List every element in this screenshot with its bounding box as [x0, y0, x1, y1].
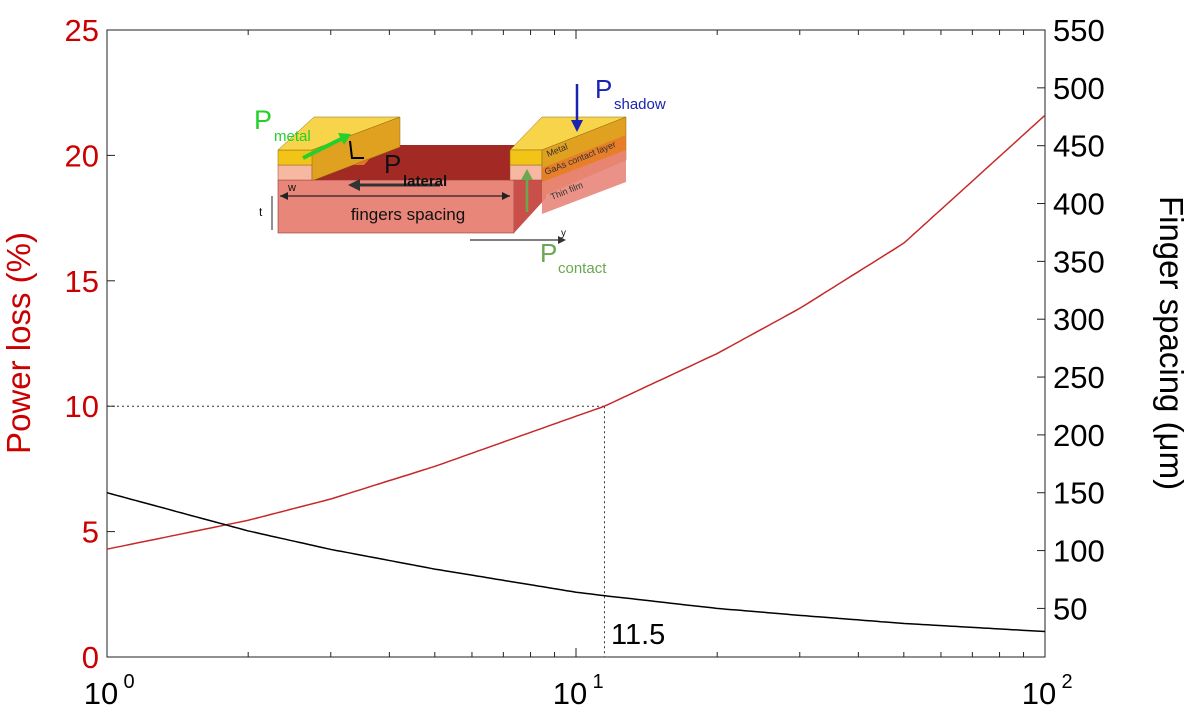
thickness-label: t: [259, 205, 263, 219]
right-tick-label: 200: [1053, 418, 1105, 453]
film-front-face: [277, 179, 515, 234]
x-tick-exponent: 1: [592, 671, 603, 693]
fingers-spacing-label: fingers spacing: [351, 205, 465, 224]
x-tick-exponent: 2: [1061, 671, 1072, 693]
series-lines: [106, 114, 1046, 633]
right-tick-label: 400: [1053, 187, 1105, 222]
right-tick-label: 150: [1053, 476, 1105, 511]
right-tick-label: 50: [1053, 591, 1087, 626]
right-tick-label: 350: [1053, 244, 1105, 279]
right-axis-ticks: 50 100 150 200 250 300 350 400 450 500 550: [1037, 13, 1105, 626]
x-tick-label: 10: [84, 676, 118, 711]
p-lateral-label: P: [384, 149, 401, 179]
right-tick-label: 100: [1053, 534, 1105, 569]
x-axis-ticks: 10 0 10 1 10 2: [84, 30, 1073, 711]
left-axis-title: Power loss (%): [0, 232, 37, 454]
left-tick-label: 15: [65, 264, 99, 299]
p-contact-subscript: contact: [558, 260, 607, 277]
x-tick-label: 10: [1022, 676, 1056, 711]
y-axis-arrow-label: y: [561, 228, 566, 239]
p-lateral-subscript: lateral: [403, 173, 447, 190]
right-tick-label: 450: [1053, 129, 1105, 164]
finger-spacing-line: [106, 491, 1046, 633]
left-tick-label: 25: [65, 13, 99, 48]
left-tick-label: 20: [65, 138, 99, 173]
left-tick-label: 10: [65, 389, 99, 424]
finger-structure-inset: Metal GaAs contact layer Thin film finge…: [254, 74, 666, 277]
x-tick-label: 10: [553, 676, 587, 711]
power-loss-line: [106, 114, 1046, 550]
p-metal-label: P: [254, 105, 272, 135]
reference-lines: [107, 405, 605, 657]
width-label: w: [287, 182, 296, 194]
p-metal-subscript: metal: [274, 128, 311, 145]
left-tick-label: 0: [82, 640, 99, 675]
right-axis-title: Finger spacing (μm): [1153, 196, 1190, 490]
p-contact-label: P: [540, 238, 557, 268]
right-tick-label: 300: [1053, 302, 1105, 337]
p-shadow-label: P: [595, 74, 612, 104]
right-tick-label: 550: [1053, 13, 1105, 48]
left-tick-label: 5: [82, 515, 99, 550]
p-shadow-subscript: shadow: [614, 96, 666, 113]
left-axis-ticks: 0 5 10 15 20 25: [65, 13, 115, 675]
right-tick-label: 500: [1053, 71, 1105, 106]
x-tick-exponent: 0: [123, 671, 134, 693]
reference-annotation: 11.5: [611, 619, 665, 651]
right-tick-label: 250: [1053, 360, 1105, 395]
